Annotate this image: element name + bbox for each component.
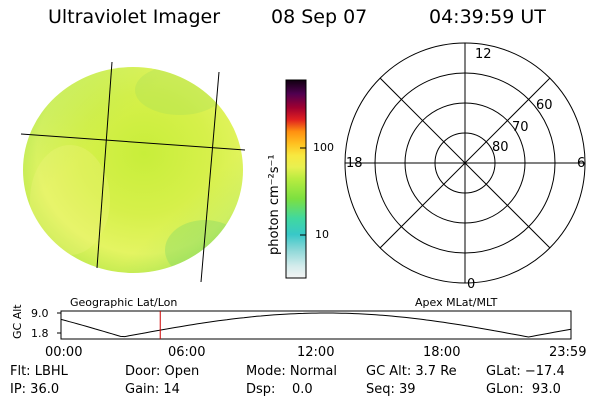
altitude-curve	[60, 312, 572, 338]
date-label: 08 Sep 07	[271, 6, 368, 28]
status-gain: Gain: 14	[125, 382, 180, 397]
status-dsp: Dsp: 0.0	[246, 382, 313, 397]
status-ip: IP: 36.0	[10, 382, 60, 397]
time-tick-2359: 23:59	[549, 345, 587, 360]
mlt-label-0: 0	[467, 277, 476, 292]
colorbar	[285, 79, 307, 279]
mlat-label-60: 60	[536, 98, 553, 113]
altitude-ylabel: GC Alt	[11, 304, 24, 339]
altitude-ytick-bottom: 1.8	[31, 327, 49, 340]
mlt-label-18: 18	[346, 156, 363, 171]
instrument-title: Ultraviolet Imager	[48, 6, 221, 28]
altitude-ytick-top: 9.0	[31, 307, 49, 320]
colorbar-unit-label: photon cm⁻²s⁻¹	[267, 154, 282, 255]
mlat-label-80: 80	[492, 140, 509, 155]
mlt-label-6: 6	[577, 156, 586, 171]
geographic-caption: Geographic Lat/Lon	[70, 296, 178, 309]
status-mode: Mode: Normal	[246, 364, 337, 379]
status-door: Door: Open	[125, 364, 200, 379]
status-seq: Seq: 39	[366, 382, 416, 397]
status-glon: GLon: 93.0	[486, 382, 561, 397]
time-tick-0000: 00:00	[45, 345, 83, 360]
time-tick-0600: 06:00	[168, 345, 206, 360]
apex-caption: Apex MLat/MLT	[415, 296, 498, 309]
time-label: 04:39:59 UT	[429, 6, 546, 28]
colorbar-tick-10: 10	[315, 228, 329, 241]
altitude-plot	[57, 310, 572, 340]
time-tick-1800: 18:00	[423, 345, 461, 360]
status-filter: Flt: LBHL	[10, 364, 68, 379]
status-gc-alt: GC Alt: 3.7 Re	[366, 364, 457, 379]
mlt-label-12: 12	[475, 47, 492, 62]
status-glat: GLat: −17.4	[486, 364, 565, 379]
mlat-label-70: 70	[512, 120, 529, 135]
colorbar-tick-100: 100	[313, 141, 334, 154]
time-tick-1200: 12:00	[297, 345, 335, 360]
polar-plot	[344, 42, 586, 284]
geographic-grid	[20, 61, 246, 283]
uv-image-disc	[23, 67, 243, 273]
